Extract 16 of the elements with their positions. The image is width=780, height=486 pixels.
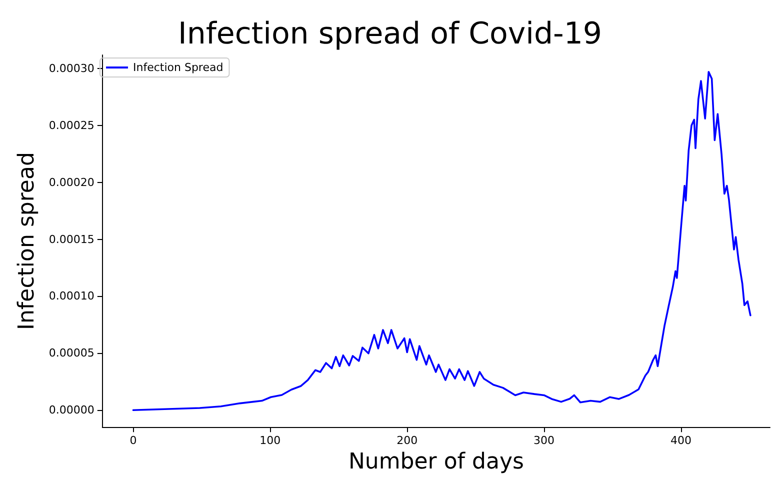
x-tick-label: 400 <box>670 434 692 448</box>
legend-label: Infection Spread <box>133 61 224 74</box>
x-tick-label: 100 <box>260 434 281 448</box>
y-tick-label: 0.00025 <box>48 118 94 132</box>
x-axis-title: Number of days <box>348 450 524 474</box>
y-tick-label: 0.00000 <box>48 404 94 417</box>
y-tick-label: 0.00030 <box>48 62 94 75</box>
y-axis-title: Infection spread <box>14 152 40 330</box>
chart-title: Infection spread of Covid-19 <box>178 16 602 52</box>
x-tick-label: 300 <box>534 434 555 448</box>
y-tick-label: 0.00010 <box>48 290 94 303</box>
x-tick-label: 200 <box>396 434 418 448</box>
y-tick-label: 0.00015 <box>48 232 94 246</box>
y-tick-label: 0.00005 <box>48 346 94 360</box>
y-tick-label: 0.00020 <box>48 176 94 189</box>
x-tick-label: 0 <box>130 434 137 448</box>
